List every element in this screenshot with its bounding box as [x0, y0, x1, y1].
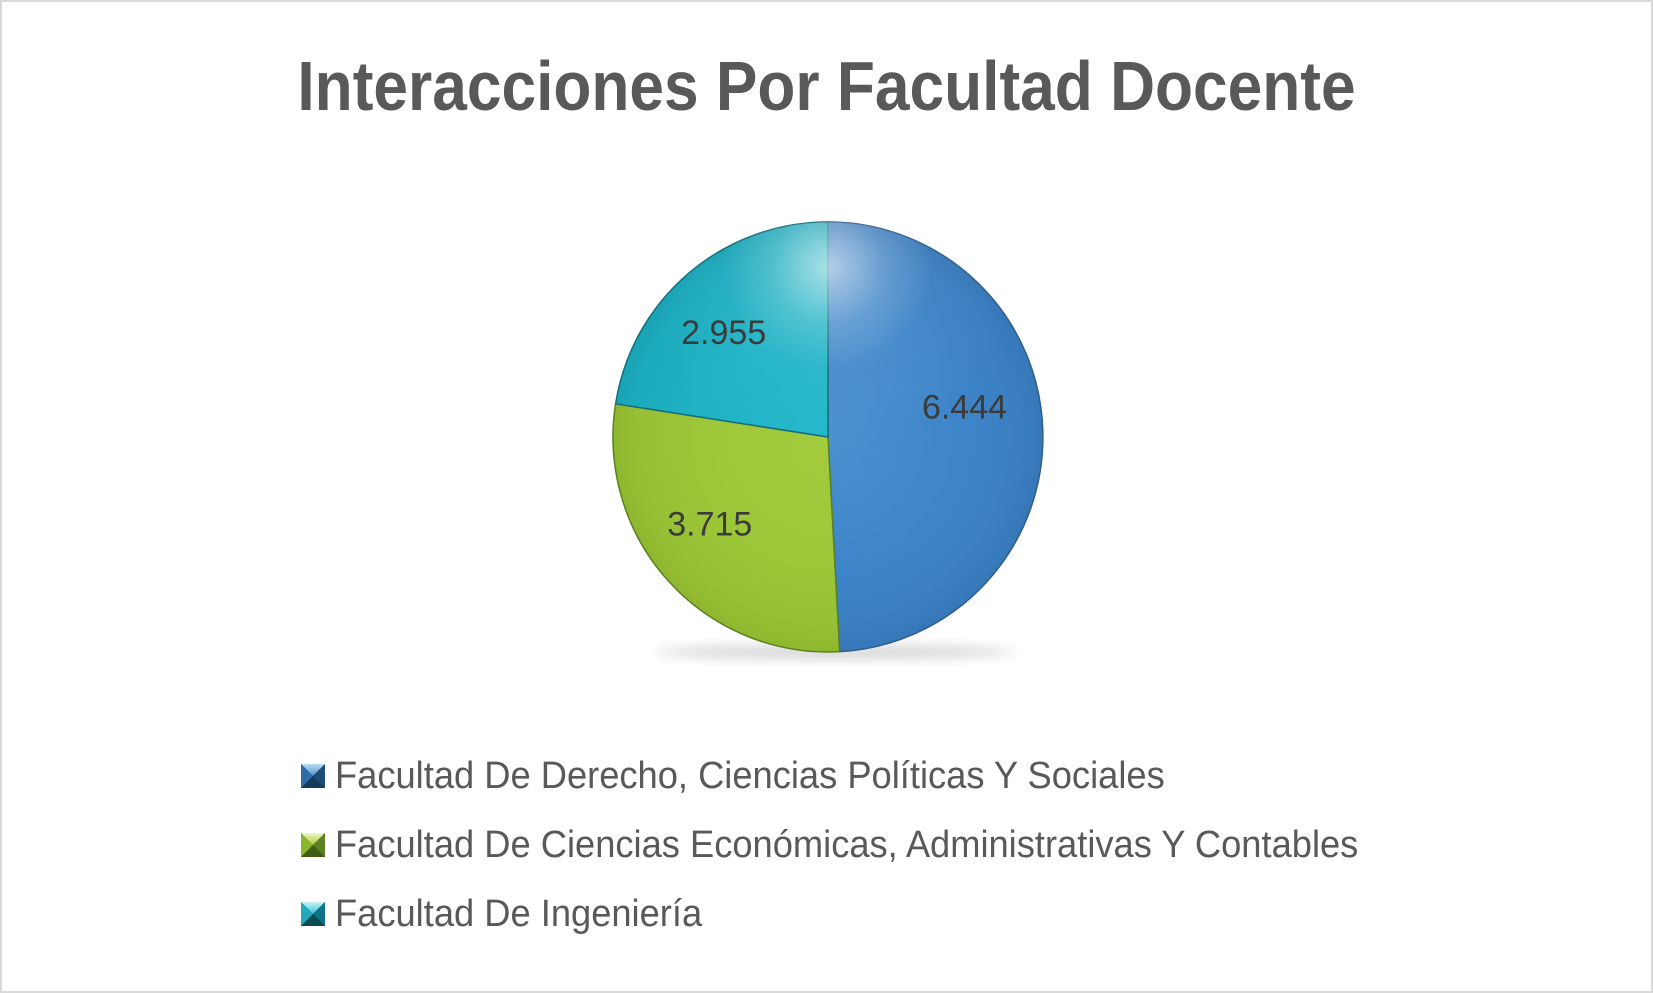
svg-text:2.955: 2.955 [681, 314, 766, 352]
svg-text:3.715: 3.715 [667, 505, 752, 543]
svg-text:6.444: 6.444 [922, 389, 1007, 427]
